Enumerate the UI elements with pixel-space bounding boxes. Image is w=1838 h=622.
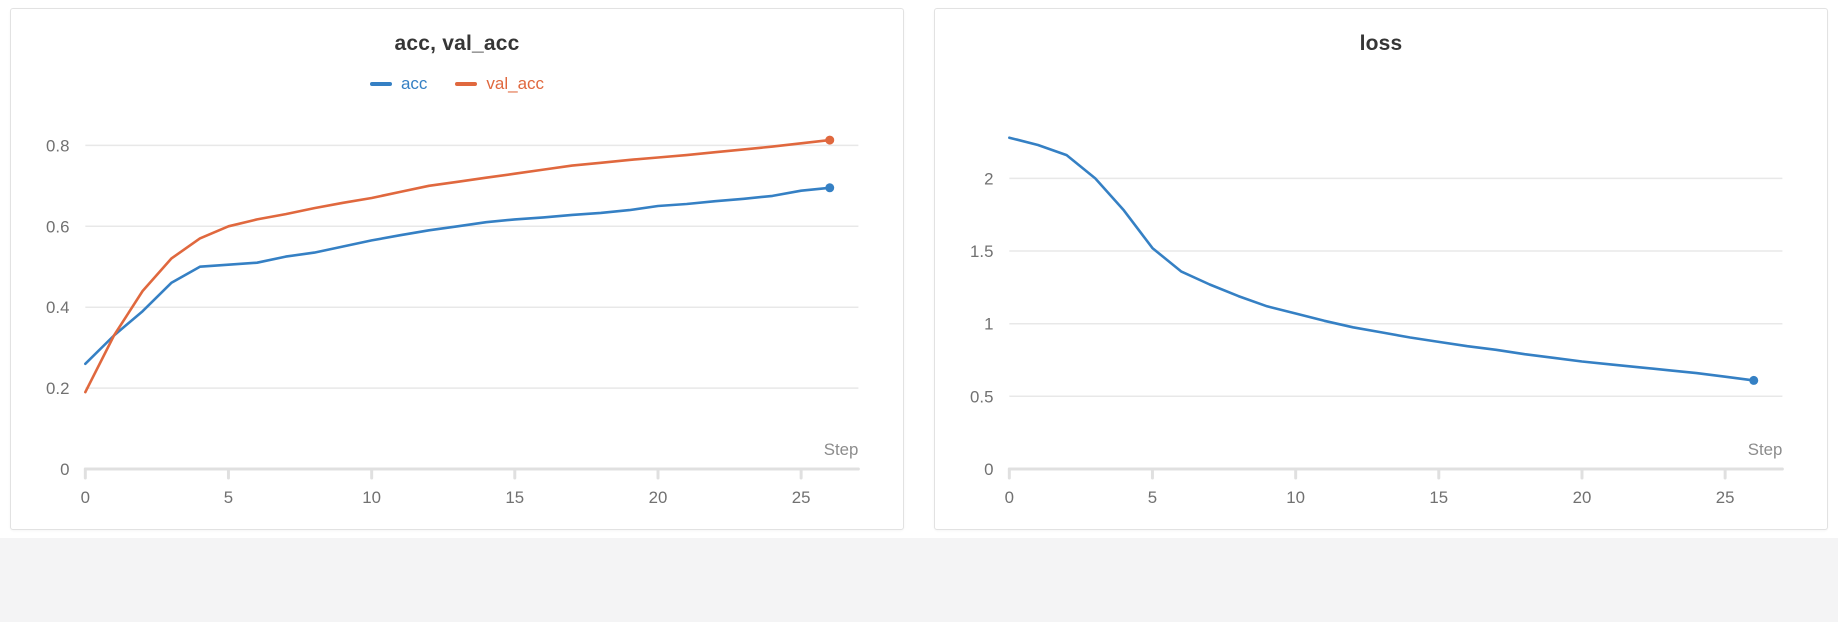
legend-label-val_acc: val_acc [486, 74, 545, 93]
legend-label-acc: acc [400, 74, 428, 93]
svg-text:15: 15 [1429, 488, 1448, 507]
svg-text:Step: Step [1748, 440, 1783, 459]
svg-text:10: 10 [1286, 488, 1305, 507]
legend-swatch-val_acc [455, 82, 478, 86]
svg-text:0.5: 0.5 [970, 387, 993, 406]
svg-text:0: 0 [1005, 488, 1014, 507]
svg-text:5: 5 [1148, 488, 1157, 507]
page-lower-background [0, 538, 1838, 622]
legend-item-val_acc[interactable]: val_acc [455, 74, 544, 94]
svg-text:1: 1 [984, 315, 993, 334]
legend-swatch-acc [369, 82, 392, 86]
svg-text:25: 25 [1716, 488, 1735, 507]
svg-text:0: 0 [81, 488, 90, 507]
chart-title-acc: acc, val_acc [394, 32, 520, 55]
svg-text:0: 0 [60, 460, 69, 479]
acc-chart-plot[interactable]: 0 0.2 0.4 0.6 0.8 0 5 10 15 20 25 Step [11, 101, 903, 525]
svg-text:0.6: 0.6 [46, 217, 69, 236]
chart-title-loss: loss [1359, 32, 1403, 55]
chart-legend-acc: acc val_acc [11, 69, 903, 99]
panel-row: acc, val_acc acc val_acc 0 0.2 0.4 0.6 0.8 0 5 1… [10, 8, 1828, 530]
svg-text:20: 20 [649, 488, 668, 507]
svg-text:0.4: 0.4 [46, 298, 69, 317]
panel-acc-val-acc[interactable]: acc, val_acc acc val_acc 0 0.2 0.4 0.6 0.8 0 5 1… [10, 8, 904, 530]
svg-text:0.2: 0.2 [46, 379, 69, 398]
svg-text:2: 2 [984, 169, 993, 188]
svg-text:15: 15 [505, 488, 524, 507]
svg-text:0: 0 [984, 460, 993, 479]
svg-text:25: 25 [792, 488, 811, 507]
svg-text:1.5: 1.5 [970, 242, 993, 261]
legend-item-acc[interactable]: acc [369, 74, 428, 94]
chart-legend-loss [935, 69, 1827, 99]
svg-text:10: 10 [362, 488, 381, 507]
svg-text:20: 20 [1573, 488, 1592, 507]
panel-loss[interactable]: loss 0 0.5 1 1.5 2 0 5 10 15 20 25 Step [934, 8, 1828, 530]
svg-text:Step: Step [824, 440, 859, 459]
svg-text:5: 5 [224, 488, 233, 507]
svg-text:0.8: 0.8 [46, 136, 69, 155]
